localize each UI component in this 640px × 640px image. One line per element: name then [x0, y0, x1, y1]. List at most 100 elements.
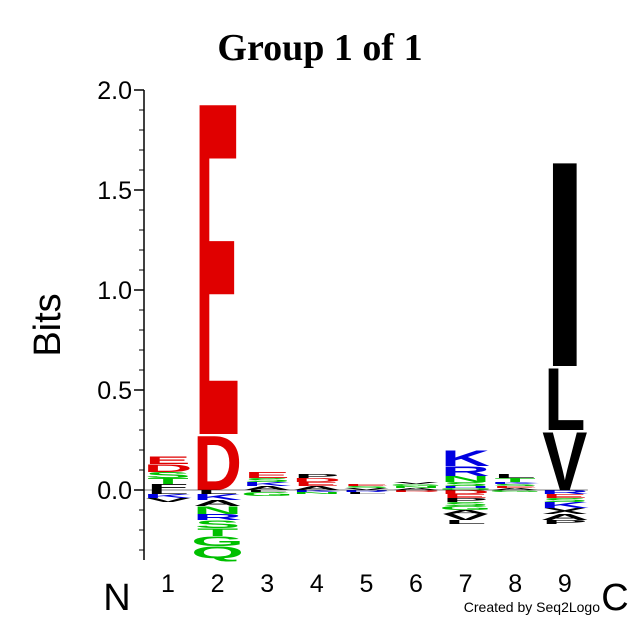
x-tick-label: 4	[310, 570, 324, 598]
y-tick-label: 0.0	[97, 477, 132, 505]
y-axis: 0.0 0.5 1.0 1.5 2.0	[97, 77, 145, 560]
logo-letter-E: E	[245, 471, 290, 480]
x-tick-label: 7	[459, 570, 473, 598]
logo-letter-A: A	[540, 513, 589, 522]
logo-letter-K: K	[441, 446, 490, 471]
logo-letter-T: T	[495, 477, 536, 483]
logo-letter-G: G	[439, 505, 492, 511]
logo-letter-V: V	[145, 497, 190, 503]
logo-letter-L: L	[147, 489, 188, 495]
logo-letter-N: N	[292, 492, 341, 495]
y-tick-label: 1.0	[97, 277, 132, 305]
logo-letter-D: D	[144, 462, 193, 474]
logo-letter-E: E	[344, 484, 389, 487]
logo-letter-D: D	[441, 489, 490, 495]
logo-letter-P: P	[443, 497, 488, 503]
logo-letter-S: S	[443, 501, 488, 507]
logo-letter-P: P	[294, 473, 339, 479]
chart-title: Group 1 of 1	[217, 27, 422, 69]
logo-letter-L: L	[247, 490, 288, 493]
logo-letter-A: A	[392, 488, 441, 491]
logo-letter-G: G	[241, 491, 294, 497]
logo-letter-R: R	[193, 513, 242, 522]
x-tick-label: 8	[508, 570, 522, 598]
logo-letter-D: D	[193, 421, 242, 507]
logo-letter-K: K	[491, 482, 540, 485]
credit-text: Created by Seq2Logo	[464, 599, 600, 615]
logo-letter-N: N	[441, 475, 490, 484]
logo-letter-D: D	[392, 490, 441, 493]
logo-letter-I: I	[542, 99, 588, 429]
logo-letter-E: E	[145, 454, 190, 466]
logo-letter-Q: Q	[439, 488, 492, 491]
logo-letter-G: G	[191, 534, 244, 549]
logo-letter-E: E	[443, 493, 488, 499]
logo-letter-K: K	[144, 493, 193, 499]
logo-letter-E: E	[542, 493, 587, 499]
logo-letter-L: L	[346, 492, 387, 495]
n-terminus-label: N	[103, 577, 130, 619]
logo-letter-P: P	[542, 519, 587, 525]
logo-letter-S: S	[245, 477, 290, 483]
x-tick-label: 2	[211, 570, 225, 598]
logo-letter-K: K	[193, 493, 242, 502]
logo-letter-T: T	[147, 477, 188, 486]
logo-letter-V: V	[443, 513, 488, 522]
logo-letter-S: S	[344, 486, 389, 489]
logo-letter-V: V	[393, 482, 438, 485]
y-tick-label: 2.0	[97, 77, 132, 105]
y-tick-label: 1.5	[97, 177, 132, 205]
c-terminus-label: C	[601, 577, 628, 619]
logo-letter-R: R	[540, 489, 589, 495]
y-axis-label: Bits	[27, 293, 69, 356]
logo-letter-A: A	[292, 485, 341, 491]
logo-letter-N: N	[193, 504, 242, 516]
logo-letter-K: K	[292, 490, 341, 493]
logo-letter-S: S	[493, 484, 538, 487]
x-tick-label: 9	[558, 570, 572, 598]
logo-letter-X: X	[542, 507, 587, 516]
logo-letter-S: S	[443, 481, 488, 487]
logo-letter-A: A	[193, 499, 242, 508]
logo-letter-G: G	[489, 490, 542, 493]
logo-letter-K: K	[243, 481, 292, 487]
logo-letter-F: F	[147, 483, 188, 492]
logo-letter-L: L	[495, 473, 536, 479]
logo-letter-V: V	[344, 488, 389, 491]
logo-letter-A: A	[243, 485, 292, 491]
logo-letter-A: A	[491, 488, 540, 491]
logo-letter-S: S	[195, 518, 240, 530]
logo-letter-T: T	[197, 526, 239, 538]
logo-letter-A: A	[441, 509, 490, 515]
logo-letter-H: H	[441, 486, 490, 489]
logo-letter-R: R	[441, 464, 490, 479]
logo-letter-D: D	[292, 477, 341, 483]
x-tick-label: 6	[409, 570, 423, 598]
logo-letter-E: E	[493, 486, 538, 489]
x-tick-label: 1	[161, 570, 175, 598]
logo-letter-E: E	[294, 481, 339, 487]
logo-letter-V: V	[542, 415, 587, 508]
logo-letter-G: G	[390, 484, 443, 487]
logo-letter-K: K	[540, 501, 589, 510]
logo-letter-L: L	[544, 350, 585, 449]
logo-letter-L: L	[445, 519, 486, 525]
x-tick-label: 5	[359, 570, 373, 598]
x-tick-label: 3	[260, 570, 274, 598]
x-axis-labels: 1 2 3 4 5 6 7 8 9	[161, 570, 572, 598]
logo-letter-S: S	[145, 471, 190, 480]
logo-letter-E: E	[195, 3, 240, 536]
logo-letter-Q: Q	[191, 543, 244, 562]
logo-letter-R: R	[342, 490, 391, 493]
y-tick-label: 0.5	[97, 377, 132, 405]
